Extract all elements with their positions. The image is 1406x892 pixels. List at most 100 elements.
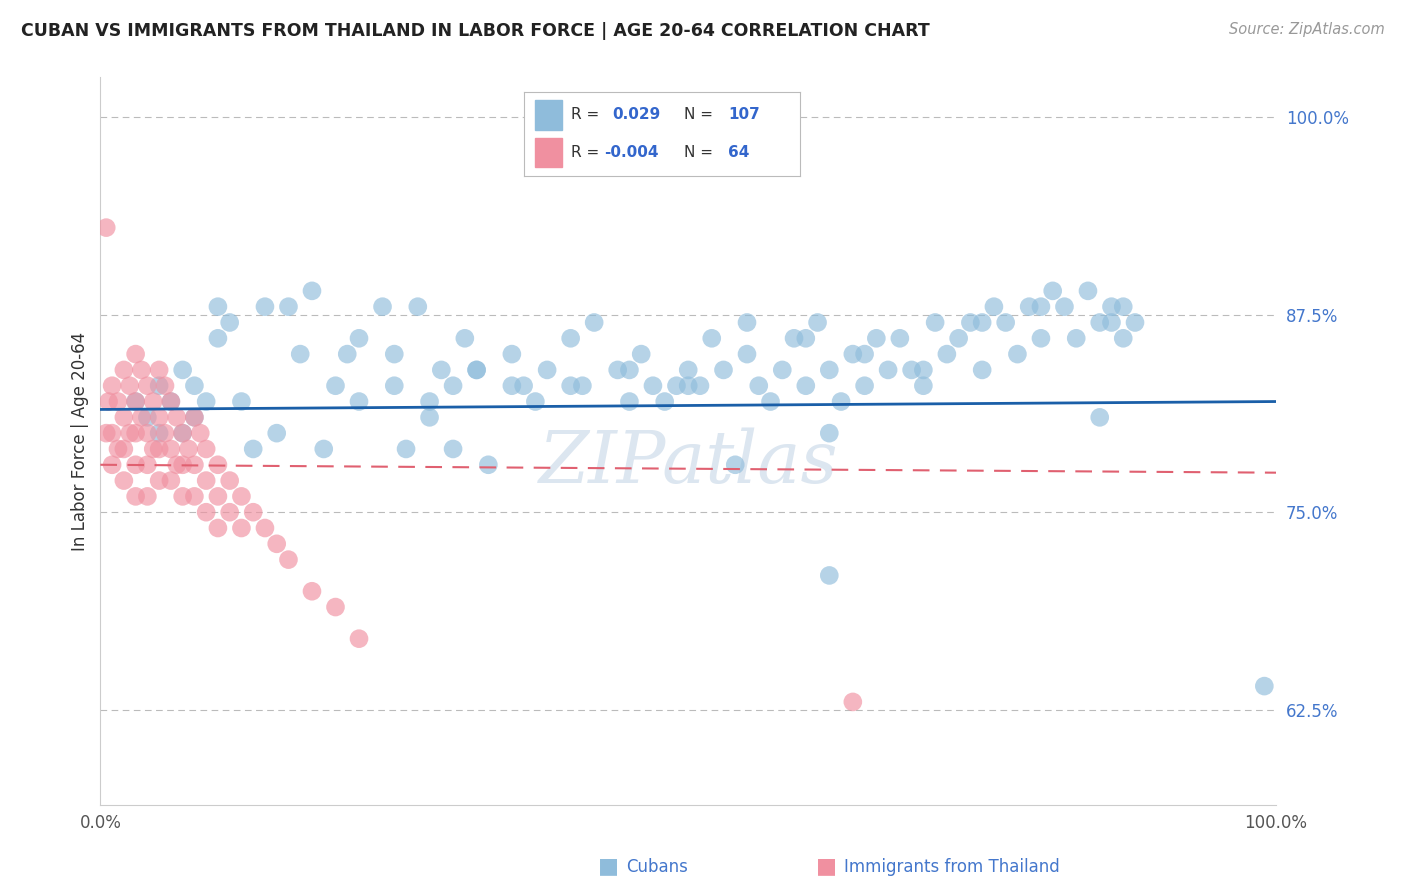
Point <box>347 632 370 646</box>
Point <box>148 410 170 425</box>
Point <box>160 474 183 488</box>
Point <box>689 378 711 392</box>
Point <box>700 331 723 345</box>
Point <box>1053 300 1076 314</box>
Point <box>97 394 120 409</box>
Point <box>301 284 323 298</box>
Point <box>972 316 994 330</box>
Point <box>770 363 793 377</box>
Point <box>454 331 477 345</box>
Point <box>465 363 488 377</box>
Point <box>266 537 288 551</box>
Point <box>112 474 135 488</box>
Point <box>218 316 240 330</box>
Point <box>713 363 735 377</box>
Point <box>1101 300 1123 314</box>
Point <box>183 378 205 392</box>
Text: ■: ■ <box>598 856 619 876</box>
Point <box>1077 284 1099 298</box>
Point <box>266 426 288 441</box>
Point <box>231 489 253 503</box>
Point <box>177 442 200 456</box>
Point <box>148 442 170 456</box>
Point <box>124 347 146 361</box>
Point <box>207 458 229 472</box>
Point <box>382 347 405 361</box>
Point <box>676 378 699 392</box>
Point <box>1007 347 1029 361</box>
Point <box>148 363 170 377</box>
Point <box>983 300 1005 314</box>
Point <box>160 394 183 409</box>
Point <box>1112 331 1135 345</box>
Point <box>325 378 347 392</box>
Point <box>560 378 582 392</box>
Point <box>172 363 194 377</box>
Point <box>131 410 153 425</box>
Point <box>112 442 135 456</box>
Point <box>136 489 159 503</box>
Point <box>654 394 676 409</box>
Point <box>118 378 141 392</box>
Text: Cubans: Cubans <box>626 858 688 876</box>
Point <box>724 458 747 472</box>
Point <box>301 584 323 599</box>
Point <box>325 600 347 615</box>
Point <box>172 426 194 441</box>
Point <box>136 458 159 472</box>
Point <box>148 474 170 488</box>
Point <box>124 458 146 472</box>
Point <box>188 426 211 441</box>
Point <box>112 410 135 425</box>
Point <box>253 521 276 535</box>
Point <box>1253 679 1275 693</box>
Point <box>477 458 499 472</box>
Point <box>806 316 828 330</box>
Point <box>900 363 922 377</box>
Point <box>619 363 641 377</box>
Point <box>441 378 464 392</box>
Point <box>1018 300 1040 314</box>
Point <box>959 316 981 330</box>
Point <box>195 505 218 519</box>
Point <box>136 410 159 425</box>
Text: CUBAN VS IMMIGRANTS FROM THAILAND IN LABOR FORCE | AGE 20-64 CORRELATION CHART: CUBAN VS IMMIGRANTS FROM THAILAND IN LAB… <box>21 22 929 40</box>
Point <box>619 394 641 409</box>
Point <box>853 347 876 361</box>
Point <box>501 347 523 361</box>
Point <box>277 300 299 314</box>
Point <box>501 378 523 392</box>
Point <box>853 378 876 392</box>
Point <box>1123 316 1146 330</box>
Point <box>183 489 205 503</box>
Point <box>148 426 170 441</box>
Point <box>759 394 782 409</box>
Point <box>536 363 558 377</box>
Point <box>794 378 817 392</box>
Point <box>583 316 606 330</box>
Point <box>312 442 335 456</box>
Y-axis label: In Labor Force | Age 20-64: In Labor Force | Age 20-64 <box>72 332 89 550</box>
Point <box>183 410 205 425</box>
Point <box>419 394 441 409</box>
Point <box>382 378 405 392</box>
Point <box>207 521 229 535</box>
Point <box>1029 331 1052 345</box>
Point <box>112 363 135 377</box>
Point <box>124 394 146 409</box>
Point <box>136 426 159 441</box>
Point <box>131 363 153 377</box>
Point <box>142 442 165 456</box>
Point <box>818 426 841 441</box>
Point <box>253 300 276 314</box>
Point <box>994 316 1017 330</box>
Point <box>512 378 534 392</box>
Point <box>735 347 758 361</box>
Text: ZIPatlas: ZIPatlas <box>538 427 838 498</box>
Point <box>231 521 253 535</box>
Point <box>172 489 194 503</box>
Point <box>195 394 218 409</box>
Point <box>371 300 394 314</box>
Point <box>153 426 176 441</box>
Point <box>101 378 124 392</box>
